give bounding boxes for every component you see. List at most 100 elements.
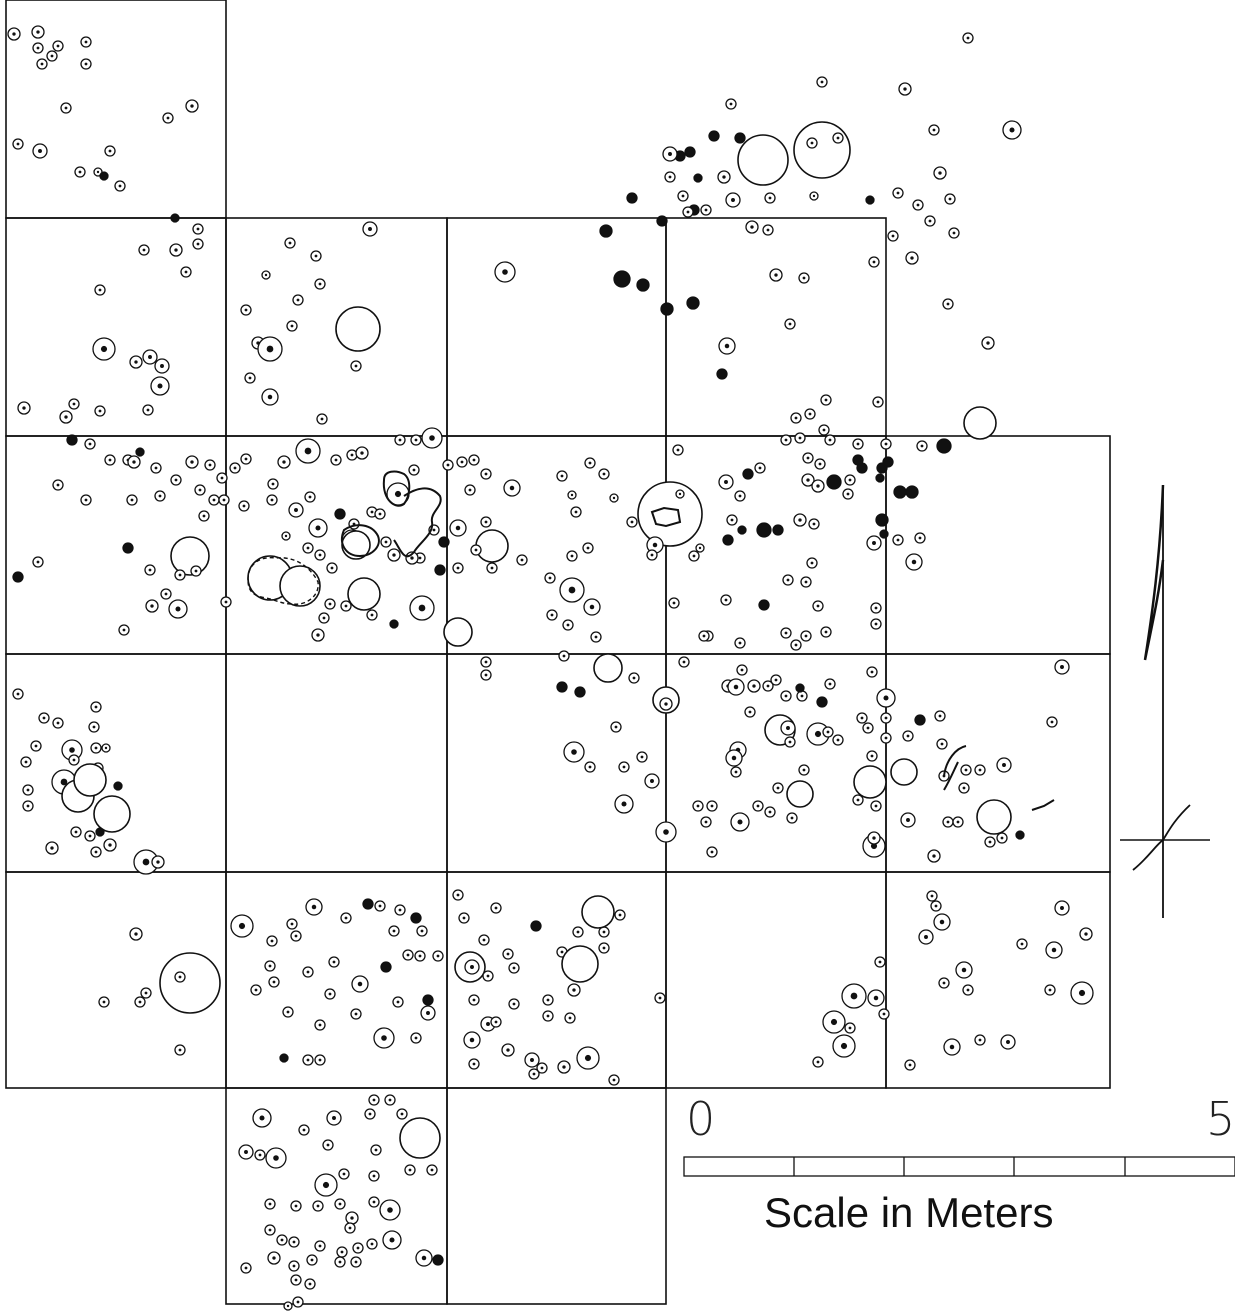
- filled-feature-dot: [826, 474, 842, 490]
- feature-number-mark: [932, 128, 936, 132]
- feature-circle: [468, 454, 480, 466]
- feature-number-mark: [883, 695, 889, 701]
- feature-circle: [842, 488, 854, 500]
- feature-circle: [368, 1094, 380, 1106]
- feature-ring: [693, 173, 703, 183]
- feature-number-mark: [332, 960, 336, 964]
- feature-ring: [475, 529, 509, 563]
- feature-ring: [793, 121, 851, 179]
- feature-number-mark: [730, 518, 734, 522]
- feature-circle: [194, 484, 206, 496]
- feature-number-mark: [800, 694, 804, 698]
- filled-feature-dot: [432, 1254, 444, 1266]
- feature-circle: [458, 912, 470, 924]
- feature-circle: [874, 956, 886, 968]
- feature-circle: [70, 826, 82, 838]
- feature-circle: [744, 706, 756, 718]
- feature-circle: [1045, 941, 1063, 959]
- feature-ring: [756, 522, 772, 538]
- feature-number-mark: [166, 116, 170, 120]
- feature-circle: [898, 82, 912, 96]
- feature-number-mark: [560, 950, 564, 954]
- feature-circle: [387, 548, 401, 562]
- feature-circle: [84, 438, 96, 450]
- feature-circle: [764, 806, 776, 818]
- feature-number-mark: [812, 194, 816, 198]
- grid-unit: [885, 871, 1111, 1089]
- feature-number-mark: [322, 1181, 330, 1189]
- feature-number-mark: [870, 670, 874, 674]
- feature-number-mark: [1084, 932, 1088, 936]
- feature-circle: [637, 481, 703, 547]
- feature-circle: [318, 612, 330, 624]
- feature-number-mark: [84, 498, 88, 502]
- feature-circle: [170, 474, 182, 486]
- feature-number-mark: [1051, 947, 1057, 953]
- feature-number-mark: [202, 514, 206, 518]
- feature-ring: [716, 368, 728, 380]
- feature-number-mark: [469, 1037, 475, 1043]
- filled-feature-dot: [893, 485, 907, 499]
- feature-circle: [867, 989, 885, 1007]
- feature-number-mark: [174, 478, 178, 482]
- filled-feature-dot: [756, 522, 772, 538]
- feature-number-mark: [134, 932, 138, 936]
- feature-number-mark: [602, 946, 606, 950]
- filled-feature-dot: [99, 171, 109, 181]
- grid-unit: [665, 653, 887, 873]
- feature-number-mark: [903, 87, 907, 91]
- feature-circle: [185, 455, 199, 469]
- feature-ring: [626, 192, 638, 204]
- feature-ring: [936, 438, 952, 454]
- feature-circle: [1079, 927, 1093, 941]
- feature-circle: [912, 199, 924, 211]
- feature-circle: [290, 930, 302, 942]
- feature-number-mark: [891, 234, 895, 238]
- feature-number-mark: [794, 416, 798, 420]
- feature-circle: [144, 564, 156, 576]
- feature-circle: [30, 740, 42, 752]
- feature-number-mark: [208, 463, 212, 467]
- feature-circle: [890, 758, 918, 786]
- feature-number-mark: [494, 1020, 498, 1024]
- feature-number-mark: [560, 474, 564, 478]
- feature-circle: [1000, 1034, 1016, 1050]
- feature-number-mark: [734, 770, 738, 774]
- feature-number-mark: [752, 684, 756, 688]
- feature-circle: [410, 1032, 422, 1044]
- feature-circle: [468, 994, 480, 1006]
- feature-circle: [421, 427, 443, 449]
- feature-ring: [734, 132, 746, 144]
- feature-circle: [614, 909, 626, 921]
- feature-number-mark: [484, 472, 488, 476]
- feature-circle: [20, 756, 32, 768]
- feature-circle: [31, 25, 45, 39]
- feature-circle: [794, 432, 806, 444]
- feature-number-mark: [50, 54, 54, 58]
- feature-number-mark: [812, 522, 816, 526]
- feature-circle: [900, 812, 916, 828]
- feature-number-mark: [576, 930, 580, 934]
- feature-number-mark: [672, 601, 676, 605]
- grid-unit: [5, 653, 227, 873]
- feature-circle: [576, 1046, 600, 1070]
- feature-circle: [464, 959, 480, 975]
- feature-circle: [286, 320, 298, 332]
- feature-circle: [480, 468, 492, 480]
- feature-circle: [866, 535, 882, 551]
- feature-circle: [559, 577, 585, 603]
- feature-circle: [1070, 981, 1094, 1005]
- feature-circle: [266, 935, 278, 947]
- feature-circle: [335, 306, 381, 352]
- feature-circle: [822, 726, 834, 738]
- feature-number-mark: [733, 684, 739, 690]
- feature-number-mark: [502, 269, 508, 275]
- feature-number-mark: [710, 804, 714, 808]
- feature-number-mark: [824, 398, 828, 402]
- feature-number-mark: [768, 810, 772, 814]
- feature-circle: [134, 996, 146, 1008]
- feature-number-mark: [164, 592, 168, 596]
- feature-circle: [283, 1301, 293, 1311]
- feature-number-mark: [122, 628, 126, 632]
- feature-circle: [502, 948, 514, 960]
